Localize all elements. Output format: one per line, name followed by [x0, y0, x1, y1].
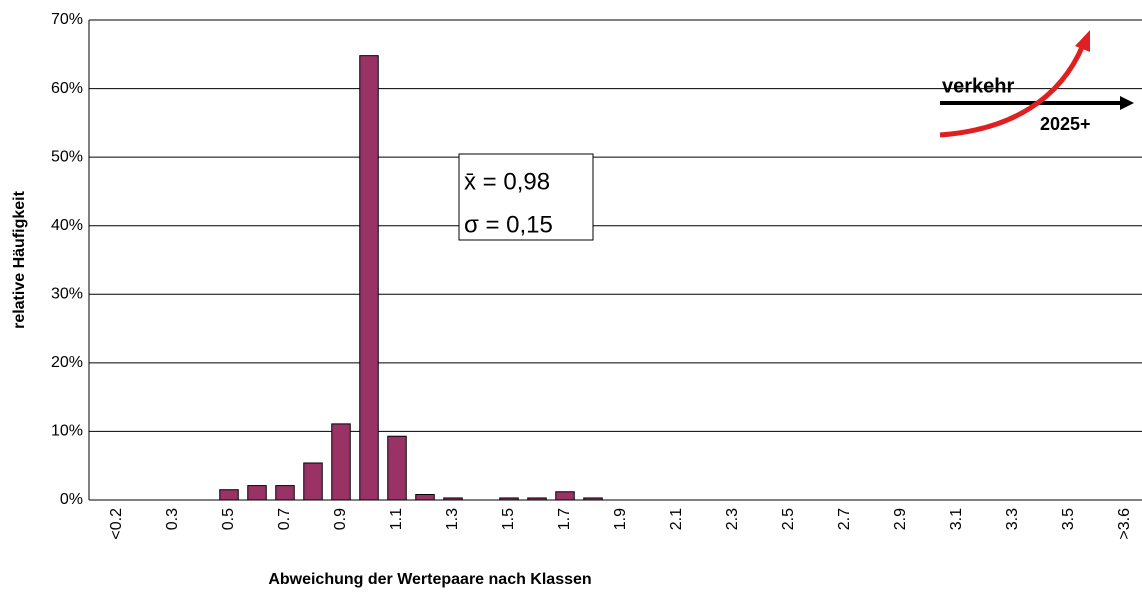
x-tick-label: 2.1 — [668, 508, 685, 530]
x-tick-label: 1.9 — [612, 508, 629, 530]
x-tick-label: 2.5 — [780, 508, 797, 530]
logo-arrow-head — [1120, 96, 1134, 110]
bar — [275, 485, 295, 501]
y-tick-label: 0% — [60, 491, 83, 508]
x-tick-label: >3.6 — [1116, 508, 1133, 540]
y-tick-label: 40% — [51, 217, 83, 234]
x-tick-label: 3.3 — [1004, 508, 1021, 530]
x-tick-label: 1.7 — [556, 508, 573, 530]
x-tick-label: 2.7 — [836, 508, 853, 530]
y-tick-label: 50% — [51, 148, 83, 165]
sigma-label: σ = 0,15 — [464, 211, 553, 238]
bar — [415, 494, 435, 501]
x-tick-label: 1.1 — [388, 508, 405, 530]
logo-text: 2025+ — [1040, 114, 1091, 134]
mean-label: x̄ = 0,98 — [464, 168, 550, 195]
y-tick-label: 30% — [51, 286, 83, 303]
bar — [527, 497, 547, 501]
logo-curve — [939, 44, 1086, 138]
bar — [303, 462, 323, 501]
y-tick-label: 10% — [51, 423, 83, 440]
x-tick-label: 0.5 — [220, 508, 237, 530]
x-tick-label: 0.9 — [332, 508, 349, 530]
x-tick-label: 2.9 — [892, 508, 909, 530]
logo-text: verkehr — [942, 75, 1014, 97]
bar — [219, 489, 239, 501]
bar — [331, 423, 351, 501]
x-tick-label: 0.3 — [164, 508, 181, 530]
x-axis-label: Abweichung der Wertepaare nach Klassen — [268, 571, 591, 588]
x-tick-label: 1.5 — [500, 508, 517, 530]
y-tick-label: 20% — [51, 354, 83, 371]
bar — [499, 497, 519, 501]
y-tick-label: 60% — [51, 80, 83, 97]
logo: verkehr 2025+ — [939, 30, 1134, 138]
bar — [387, 435, 407, 501]
y-tick-label: 70% — [51, 11, 83, 28]
bar — [443, 497, 463, 501]
bar — [583, 497, 603, 501]
x-tick-label: 3.5 — [1060, 508, 1077, 530]
y-axis-label: relative Häufigkeit — [11, 190, 28, 329]
x-tick-label: 1.3 — [444, 508, 461, 530]
x-tick-label: 3.1 — [948, 508, 965, 530]
x-tick-label: 0.7 — [276, 508, 293, 530]
x-tick-label: <0.2 — [108, 508, 125, 540]
stats-box — [458, 153, 594, 241]
x-tick-label: 2.3 — [724, 508, 741, 530]
bar — [359, 55, 379, 501]
logo-curve-head — [1075, 30, 1090, 52]
bar — [555, 491, 575, 501]
bar — [247, 485, 267, 501]
